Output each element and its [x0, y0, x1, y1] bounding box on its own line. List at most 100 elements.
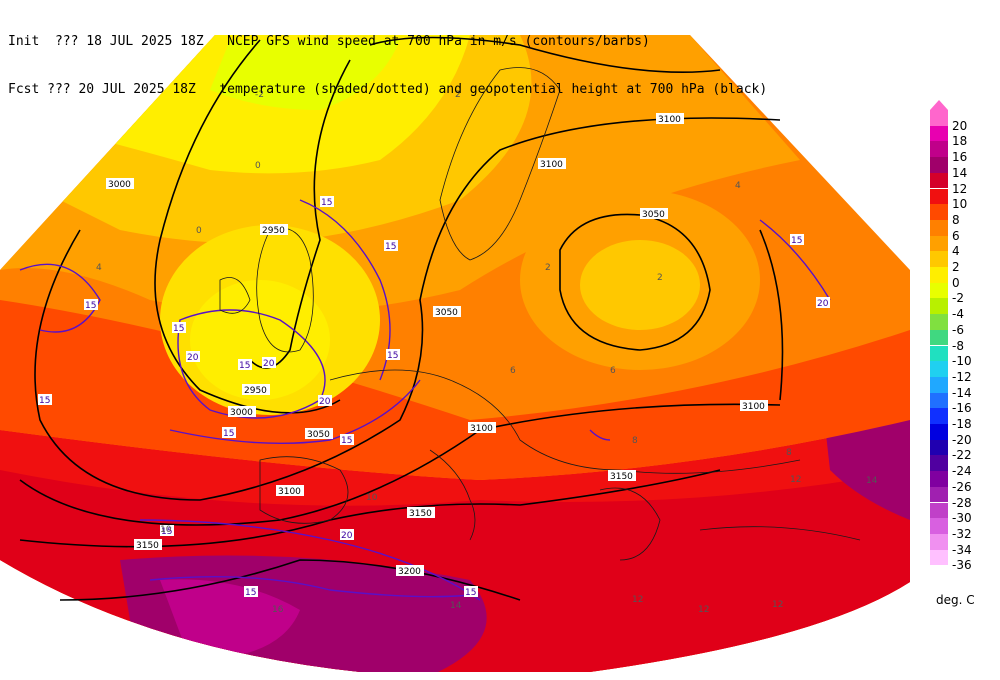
- wind-label: 20: [186, 351, 200, 363]
- legend-swatch: [930, 392, 948, 409]
- legend-swatch: [930, 204, 948, 220]
- legend-label: 18: [952, 134, 968, 149]
- wind-label: 15: [38, 394, 52, 406]
- svg-text:3100: 3100: [658, 115, 681, 125]
- height-contours: [19, 36, 784, 601]
- coastlines: [219, 67, 861, 561]
- temp-label-group: -2 0 0 2 2 2 4 4 6 6 8 8 10 10 12 12 12 …: [96, 90, 878, 615]
- svg-text:20: 20: [341, 531, 353, 541]
- legend-label: -18: [952, 417, 972, 431]
- legend-swatch: [930, 486, 948, 503]
- svg-text:20: 20: [319, 397, 331, 407]
- svg-text:15: 15: [321, 198, 332, 208]
- legend-label: 10: [952, 197, 968, 212]
- height-label: 3100: [538, 158, 566, 170]
- legend-swatch: [930, 471, 948, 487]
- svg-text:15: 15: [791, 236, 802, 246]
- legend-label: -14: [952, 385, 972, 400]
- height-label: 3050: [640, 208, 668, 220]
- temp-label: 12: [698, 605, 709, 615]
- legend-swatch: [930, 219, 948, 236]
- legend-swatch: [930, 408, 948, 424]
- legend-label: -4: [952, 307, 964, 322]
- wind-label: 15: [244, 586, 258, 598]
- map-title-line1: NCEP GFS wind speed at 700 hPa in m/s (c…: [227, 34, 650, 49]
- legend-swatch: [930, 518, 948, 534]
- legend-label: 8: [952, 212, 960, 227]
- temp-label: 12: [632, 595, 643, 605]
- height-label: 3100: [276, 485, 304, 497]
- wind-label: 15: [84, 299, 98, 311]
- temp-label: 6: [610, 366, 616, 376]
- legend-swatch: [930, 549, 948, 566]
- forecast-time: Fcst ??? 20 JUL 2025 18Z: [8, 82, 196, 97]
- legend-label: 12: [952, 181, 968, 196]
- wind-label: 15: [340, 434, 354, 446]
- svg-text:15: 15: [223, 429, 234, 439]
- svg-text:3050: 3050: [307, 430, 330, 440]
- legend-swatch: [930, 361, 948, 377]
- wind-label: 15: [160, 525, 174, 537]
- svg-text:3150: 3150: [409, 509, 432, 519]
- legend-swatch: [930, 376, 948, 393]
- wind-label: 20: [340, 529, 354, 541]
- legend-label: -26: [952, 479, 972, 494]
- legend-label: -32: [952, 526, 972, 541]
- init-time: Init ??? 18 JUL 2025 18Z: [8, 34, 204, 49]
- temp-label: -2: [255, 90, 264, 100]
- legend-label: -2: [952, 291, 964, 306]
- legend-swatch: [930, 329, 948, 346]
- temp-label: 2: [455, 90, 461, 100]
- legend-label: -20: [952, 432, 972, 447]
- height-label: 3050: [305, 428, 333, 440]
- legend-label: 4: [952, 244, 960, 259]
- svg-text:3100: 3100: [540, 160, 563, 170]
- legend-swatch: [930, 141, 948, 158]
- legend-swatch: [930, 298, 948, 315]
- temp-label: 14: [866, 476, 878, 486]
- height-label: 3100: [656, 113, 684, 125]
- svg-text:3100: 3100: [742, 402, 765, 412]
- wind-label: 20: [816, 297, 830, 309]
- temp-label: 2: [545, 263, 551, 273]
- temp-label: 0: [196, 226, 202, 236]
- legend-swatch: [930, 251, 948, 267]
- wind-label-group: 15 15 15 15 20 20 20 15 15 15 15 15 15 2…: [38, 196, 830, 598]
- legend-swatch: [930, 157, 948, 173]
- svg-text:15: 15: [85, 301, 96, 311]
- legend-swatch: [930, 314, 948, 330]
- temp-label: 12: [790, 475, 801, 485]
- legend-units: deg. C: [936, 593, 975, 607]
- temp-label: 4: [96, 263, 102, 273]
- svg-text:15: 15: [39, 396, 50, 406]
- svg-text:15: 15: [173, 324, 184, 334]
- svg-text:3050: 3050: [642, 210, 665, 220]
- legend-swatch: [930, 267, 948, 283]
- wind-label: 20: [262, 357, 276, 369]
- wind-label: 15: [464, 586, 478, 598]
- legend-label: -28: [952, 495, 972, 510]
- wind-label: 15: [384, 240, 398, 252]
- height-label: 3150: [407, 507, 435, 519]
- temp-label: 6: [510, 366, 516, 376]
- temp-label: 8: [632, 436, 638, 446]
- svg-text:15: 15: [387, 351, 398, 361]
- height-label: 2950: [260, 224, 288, 236]
- temp-label: 4: [735, 181, 741, 191]
- legend-swatch: [930, 172, 948, 189]
- legend-label: -34: [952, 542, 972, 557]
- temp-label: 2: [657, 273, 663, 283]
- legend-swatch: [930, 110, 948, 126]
- svg-text:15: 15: [245, 588, 256, 598]
- legend-swatch: [930, 439, 948, 456]
- height-label: 3150: [608, 470, 636, 482]
- height-label: 3100: [468, 422, 496, 434]
- legend-label: -30: [952, 511, 972, 526]
- height-label: 3000: [106, 178, 134, 190]
- legend-label: -36: [952, 558, 972, 573]
- svg-text:3200: 3200: [398, 567, 421, 577]
- legend-swatch: [930, 282, 948, 299]
- legend-swatch: [930, 345, 948, 362]
- color-legend: 20 18 16 14 12 10 8 6 4 2 0 -2 -4 -6 -8 -10 -12 -14 -16 -18…: [930, 100, 990, 600]
